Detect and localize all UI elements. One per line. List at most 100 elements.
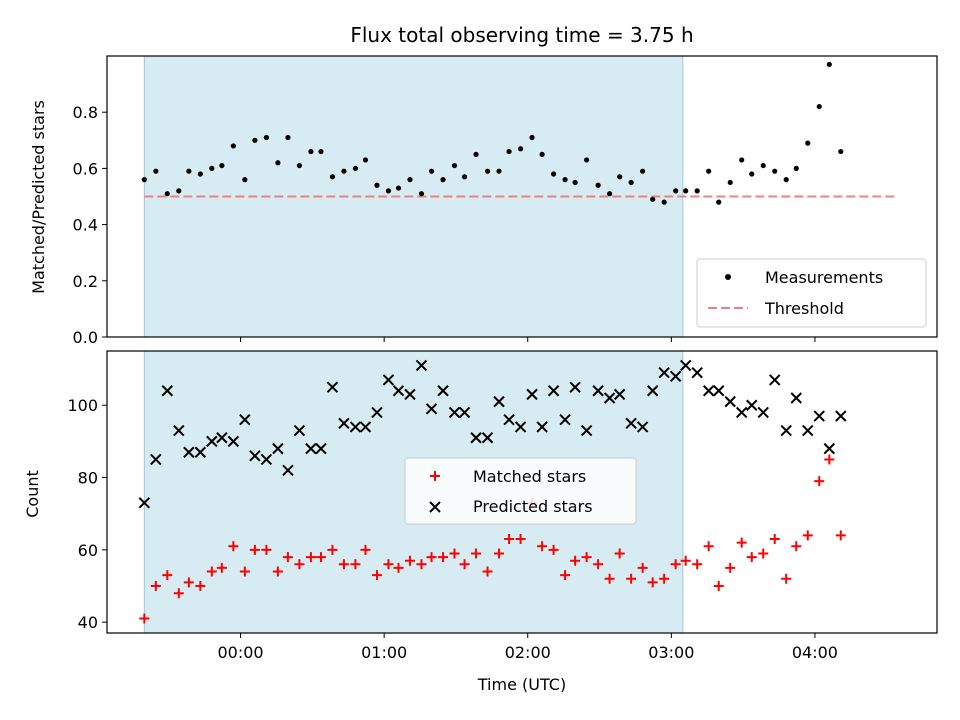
matched-star-point <box>416 559 427 570</box>
matched-star-point <box>581 552 592 563</box>
measurement-point <box>275 160 281 166</box>
matched-star-point <box>814 476 825 487</box>
predicted-star-point <box>813 410 825 422</box>
predicted-star-point <box>503 413 515 426</box>
predicted-star-point <box>315 442 327 455</box>
predicted-star-point <box>713 385 725 397</box>
predicted-star-point <box>547 385 560 397</box>
predicted-star-point <box>603 392 616 404</box>
predicted-star-point <box>592 385 604 397</box>
x-tick-label: 02:00 <box>505 643 551 662</box>
measurement-point <box>341 168 347 174</box>
measurement-point <box>572 179 578 186</box>
matched-star-point <box>228 541 239 552</box>
measurement-point <box>473 151 479 157</box>
predicted-star-point <box>669 370 682 383</box>
measurement-point <box>793 165 799 171</box>
legend-predicted-marker <box>429 501 441 513</box>
measurement-point <box>562 177 568 183</box>
matched-star-point <box>703 541 714 552</box>
measurement-point <box>418 191 425 197</box>
measurement-point <box>209 165 215 171</box>
x-tick-label: 03:00 <box>648 643 694 662</box>
measurement-point <box>506 148 512 155</box>
predicted-star-point <box>150 453 162 466</box>
matched-star-point <box>670 559 681 570</box>
bottom-y-axis: 40 60 80 100 <box>67 396 107 632</box>
measurement-point <box>606 191 613 197</box>
predicted-star-point <box>559 413 571 426</box>
matched-star-point <box>216 562 227 573</box>
matched-star-point <box>659 573 670 584</box>
bottom-y-tick-label: 60 <box>78 541 98 560</box>
x-axis-label: Time (UTC) <box>477 675 566 694</box>
measurement-point <box>263 134 269 141</box>
measurement-point <box>749 171 755 177</box>
matched-star-point <box>305 552 316 563</box>
matched-star-point <box>426 552 437 563</box>
measurement-point <box>296 162 303 169</box>
top-y-tick-label: 0.8 <box>73 103 98 122</box>
x-tick-label: 01:00 <box>361 643 407 662</box>
matched-star-point <box>494 548 505 559</box>
matched-star-point <box>824 454 835 465</box>
predicted-star-point <box>161 385 174 397</box>
top-legend-box <box>696 258 927 328</box>
matched-star-point <box>239 566 250 577</box>
predicted-star-point <box>404 388 416 401</box>
top-x-ticks <box>240 337 816 342</box>
predicted-star-point <box>349 421 362 433</box>
matched-star-point <box>791 541 802 552</box>
predicted-star-point <box>514 421 527 433</box>
predicted-star-point <box>183 446 195 458</box>
predicted-star-point <box>239 413 251 426</box>
measurement-point <box>285 134 291 141</box>
predicted-star-point <box>790 392 802 404</box>
matched-star-point <box>802 530 813 541</box>
measurement-point <box>219 162 225 169</box>
measurement-point <box>595 182 601 188</box>
measurement-point <box>407 177 413 183</box>
matched-star-point <box>647 577 658 588</box>
legend-threshold-label: Threshold <box>764 299 844 318</box>
top-legend: Measurements Threshold <box>696 258 927 328</box>
predicted-star-point <box>326 381 339 393</box>
matched-star-point <box>471 548 482 559</box>
measurement-point <box>838 148 844 155</box>
matched-star-point <box>272 566 283 577</box>
measurement-point <box>716 199 722 205</box>
measurement-point <box>484 168 491 174</box>
measurement-point <box>374 182 380 188</box>
matched-star-point <box>725 562 736 573</box>
predicted-star-point <box>735 406 748 419</box>
top-y-tick-label: 0.2 <box>73 272 98 291</box>
matched-star-point <box>835 530 846 541</box>
matched-star-point <box>769 534 780 544</box>
matched-star-point <box>570 555 581 566</box>
matched-star-point <box>195 581 206 591</box>
predicted-star-point <box>470 432 482 444</box>
measurement-point <box>362 157 369 163</box>
predicted-star-point <box>371 406 383 419</box>
matched-star-point <box>338 559 349 570</box>
measurement-point <box>727 179 733 186</box>
measurement-point <box>517 146 524 152</box>
matched-star-point <box>459 559 470 570</box>
measurement-point <box>826 61 832 68</box>
measurement-point <box>395 185 402 191</box>
measurement-point <box>628 179 634 186</box>
matched-star-point <box>482 566 493 577</box>
matched-star-point <box>315 552 326 563</box>
predicted-star-point <box>173 424 185 437</box>
matched-star-point <box>614 548 625 559</box>
matched-star-point <box>626 573 637 584</box>
predicted-star-point <box>757 406 769 419</box>
predicted-star-point <box>569 381 581 393</box>
matched-star-point <box>327 544 338 555</box>
measurement-point <box>153 168 159 174</box>
predicted-star-point <box>382 374 395 386</box>
measurement-point <box>739 157 745 163</box>
predicted-star-point <box>625 417 637 430</box>
matched-star-point <box>438 552 449 563</box>
